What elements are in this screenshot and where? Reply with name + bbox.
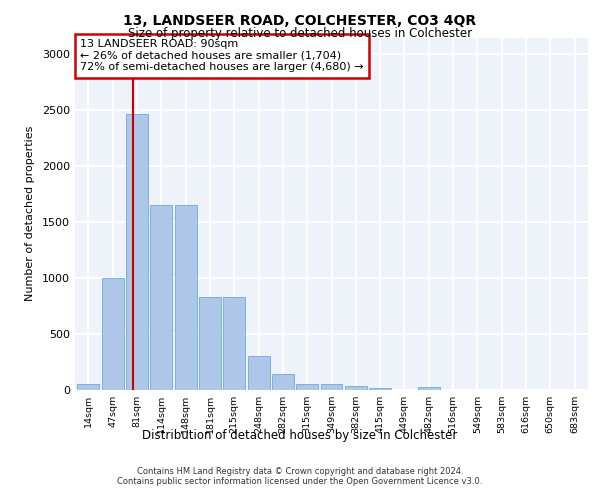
Bar: [248, 356, 269, 390]
Bar: [126, 114, 148, 390]
Bar: [77, 384, 100, 390]
Bar: [272, 374, 294, 390]
Bar: [296, 384, 318, 390]
Bar: [320, 384, 343, 390]
Bar: [345, 386, 367, 390]
Text: 13, LANDSEER ROAD, COLCHESTER, CO3 4QR: 13, LANDSEER ROAD, COLCHESTER, CO3 4QR: [124, 14, 476, 28]
Y-axis label: Number of detached properties: Number of detached properties: [25, 126, 35, 302]
Bar: [223, 297, 245, 390]
Text: 13 LANDSEER ROAD: 90sqm
← 26% of detached houses are smaller (1,704)
72% of semi: 13 LANDSEER ROAD: 90sqm ← 26% of detache…: [80, 40, 364, 72]
Bar: [175, 206, 197, 390]
Text: Contains public sector information licensed under the Open Government Licence v3: Contains public sector information licen…: [118, 477, 482, 486]
Text: Distribution of detached houses by size in Colchester: Distribution of detached houses by size …: [142, 430, 458, 442]
Bar: [369, 388, 391, 390]
Bar: [151, 206, 172, 390]
Bar: [199, 297, 221, 390]
Text: Contains HM Land Registry data © Crown copyright and database right 2024.: Contains HM Land Registry data © Crown c…: [137, 467, 463, 476]
Text: Size of property relative to detached houses in Colchester: Size of property relative to detached ho…: [128, 28, 472, 40]
Bar: [102, 278, 124, 390]
Bar: [418, 387, 440, 390]
